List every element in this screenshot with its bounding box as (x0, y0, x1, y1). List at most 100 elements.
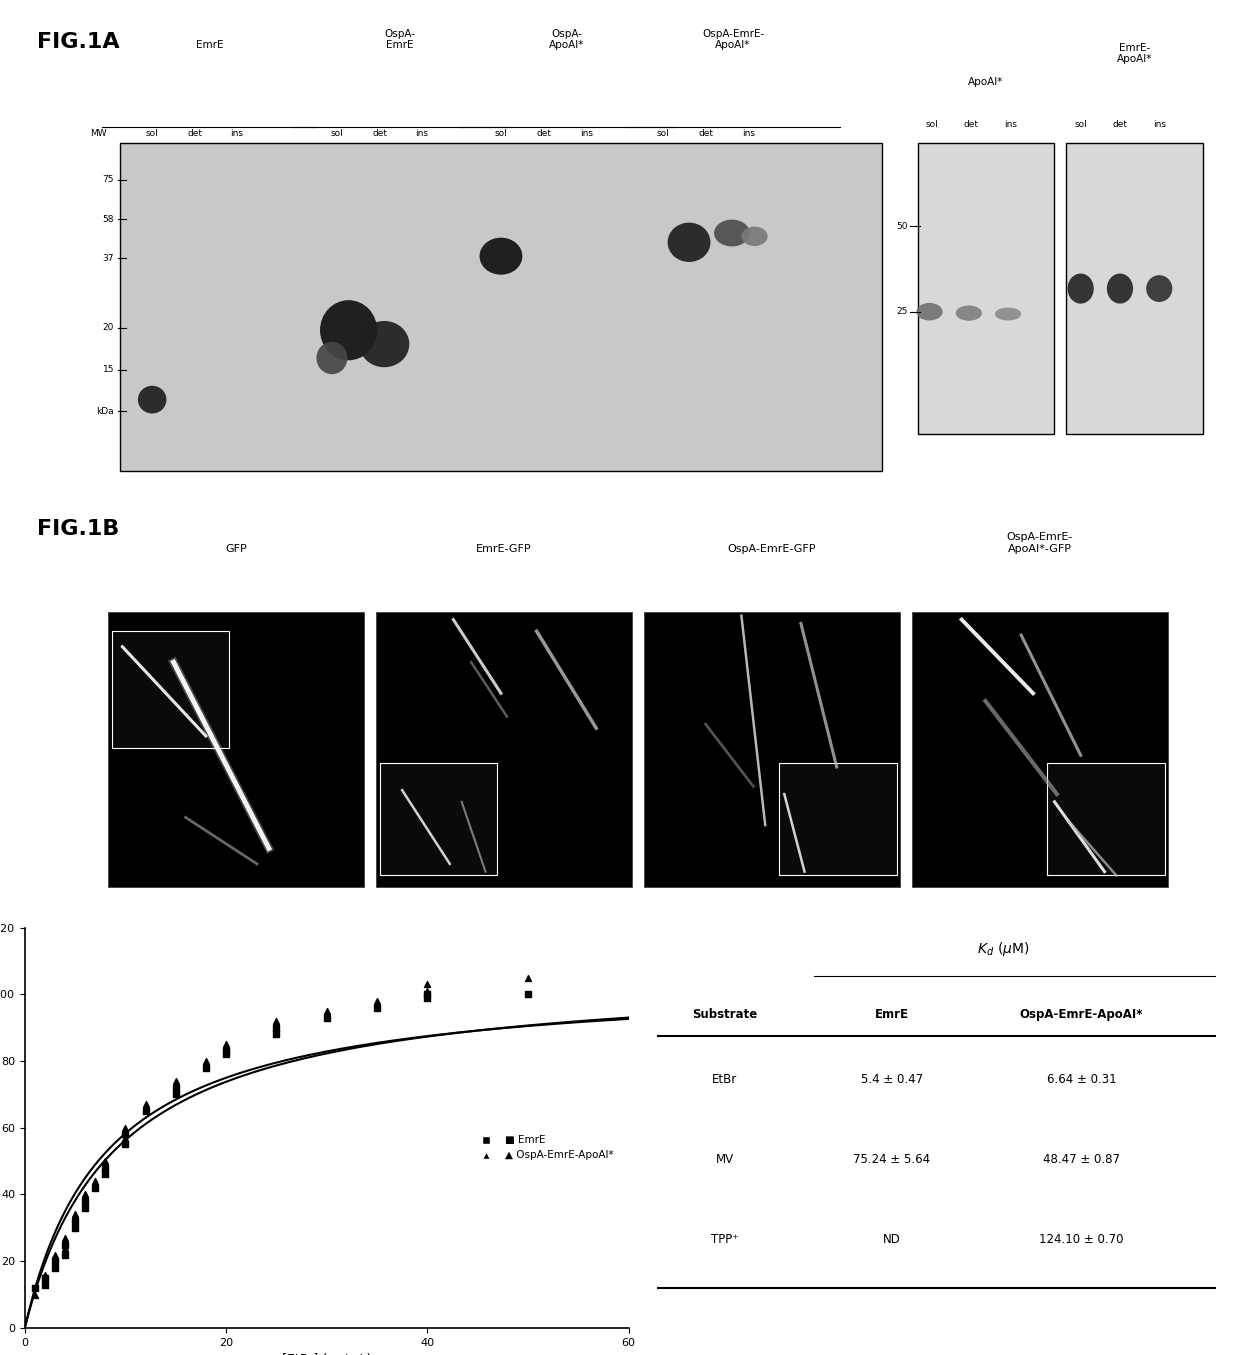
Text: 5.4 ± 0.47: 5.4 ± 0.47 (861, 1073, 923, 1087)
Point (66, 1217, 86, 1238)
Bar (644, 612, 900, 888)
Point (35, 1274, 55, 1295)
Text: sol: sol (925, 119, 939, 129)
Ellipse shape (742, 226, 768, 247)
Point (418, 986, 438, 1008)
Ellipse shape (1107, 274, 1133, 304)
Point (367, 997, 387, 1019)
Text: OspA-EmrE-
ApoAI*: OspA-EmrE- ApoAI* (702, 28, 764, 50)
Ellipse shape (480, 237, 522, 275)
Text: 124.10 ± 0.70: 124.10 ± 0.70 (1039, 1233, 1123, 1247)
Text: Substrate: Substrate (692, 1008, 758, 1020)
Point (76, 1196, 95, 1218)
Point (196, 1057, 216, 1079)
Point (267, 1023, 286, 1045)
Bar (108, 612, 365, 888)
Ellipse shape (1068, 274, 1094, 304)
Text: FIG.1B: FIG.1B (37, 519, 119, 539)
Bar (379, 763, 497, 875)
Point (86, 1171, 105, 1192)
Point (196, 1050, 216, 1072)
Point (76, 1184, 95, 1206)
Point (166, 1077, 186, 1099)
Point (45, 1253, 64, 1275)
Text: EtBr: EtBr (712, 1073, 738, 1087)
Point (135, 1093, 155, 1115)
Text: 20: 20 (103, 324, 114, 332)
Point (66, 1210, 86, 1232)
Text: OspA-EmrE-GFP: OspA-EmrE-GFP (728, 543, 816, 554)
Text: OspA-
ApoAI*: OspA- ApoAI* (549, 28, 584, 50)
Text: ApoAI*: ApoAI* (968, 77, 1003, 87)
Ellipse shape (994, 308, 1022, 321)
Text: 6.64 ± 0.31: 6.64 ± 0.31 (1047, 1073, 1116, 1087)
Text: FIG.1A: FIG.1A (37, 31, 119, 51)
Text: ND: ND (883, 1233, 900, 1247)
Text: ins: ins (231, 129, 243, 138)
Point (45, 1251, 64, 1272)
Text: det: det (963, 119, 978, 129)
Text: OspA-
EmrE: OspA- EmrE (384, 28, 415, 50)
Point (35, 1267, 55, 1289)
Ellipse shape (667, 222, 711, 262)
Point (267, 1011, 286, 1033)
Point (55, 1233, 74, 1255)
Point (135, 1100, 155, 1122)
Point (76, 1190, 95, 1211)
Point (317, 1007, 337, 1028)
Point (66, 1210, 86, 1232)
Text: sol: sol (495, 129, 507, 138)
Bar (376, 612, 632, 888)
Text: 50: 50 (897, 222, 908, 230)
Point (418, 973, 438, 995)
Text: TPP⁺: TPP⁺ (711, 1233, 738, 1247)
Bar (911, 612, 1168, 888)
Point (35, 1264, 55, 1286)
Text: 25: 25 (897, 308, 908, 316)
Ellipse shape (138, 386, 166, 413)
Bar (1066, 142, 1203, 435)
Point (267, 1016, 286, 1038)
Text: MV: MV (715, 1153, 734, 1167)
Point (25, 1276, 45, 1298)
Text: OspA-EmrE-ApoAI*: OspA-EmrE-ApoAI* (1019, 1008, 1143, 1020)
Text: det: det (537, 129, 552, 138)
Text: det: det (187, 129, 202, 138)
Point (76, 1190, 95, 1211)
Point (267, 1016, 286, 1038)
Text: EmrE: EmrE (196, 41, 223, 50)
Point (518, 984, 538, 1005)
Point (86, 1177, 105, 1199)
Bar (1048, 763, 1166, 875)
Text: 75.24 ± 5.64: 75.24 ± 5.64 (853, 1153, 930, 1167)
Ellipse shape (360, 321, 409, 367)
Ellipse shape (714, 220, 750, 247)
Text: 15: 15 (103, 364, 114, 374)
Text: kDa: kDa (97, 406, 114, 416)
Text: ins: ins (580, 129, 593, 138)
Bar (918, 142, 1054, 435)
Text: EmrE-GFP: EmrE-GFP (476, 543, 532, 554)
Text: det: det (372, 129, 387, 138)
Point (367, 991, 387, 1012)
Point (115, 1127, 135, 1149)
Point (115, 1123, 135, 1145)
Point (45, 1257, 64, 1279)
Bar (120, 142, 882, 472)
Point (45, 1244, 64, 1266)
Point (95, 1157, 115, 1179)
Point (216, 1034, 236, 1056)
Point (317, 1000, 337, 1022)
Ellipse shape (316, 341, 347, 374)
Text: det: det (1112, 119, 1127, 129)
Text: sol: sol (1074, 119, 1087, 129)
Point (216, 1043, 236, 1065)
Text: 75: 75 (103, 175, 114, 184)
Text: 37: 37 (103, 253, 114, 263)
Text: EmrE: EmrE (875, 1008, 909, 1020)
Ellipse shape (320, 301, 377, 360)
Point (166, 1077, 186, 1099)
Point (166, 1084, 186, 1106)
Text: sol: sol (330, 129, 343, 138)
Text: 58: 58 (103, 214, 114, 224)
